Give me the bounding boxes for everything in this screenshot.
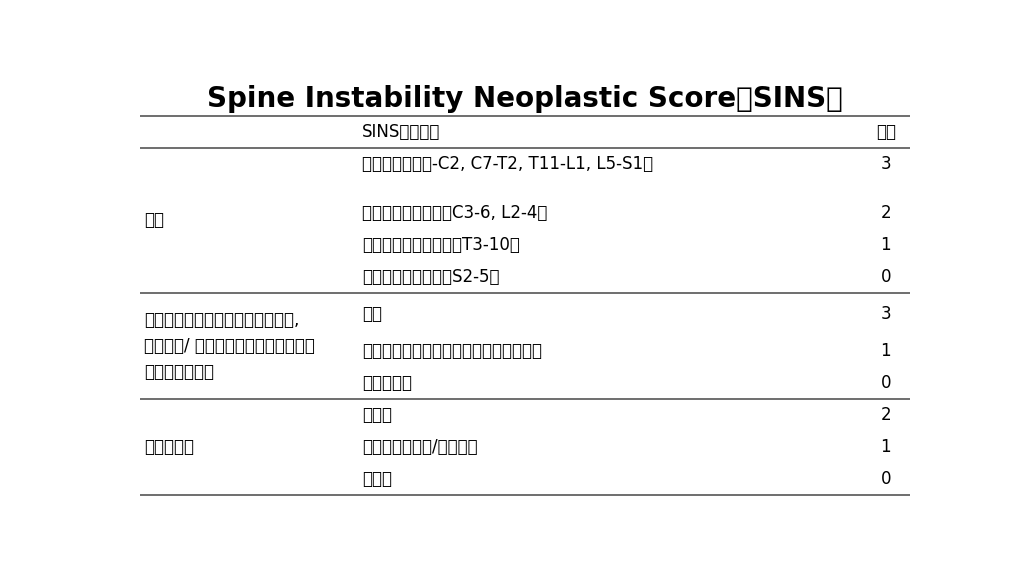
Text: 痛みはない: 痛みはない <box>362 374 412 392</box>
Text: 0: 0 <box>881 470 891 488</box>
Text: 固定性のある脊椎（S2-5）: 固定性のある脊椎（S2-5） <box>362 268 500 286</box>
Text: 接合部（後頭部-C2, C7-T2, T11-L1, L5-S1）: 接合部（後頭部-C2, C7-T2, T11-L1, L5-S1） <box>362 154 653 173</box>
Text: 1: 1 <box>881 236 891 254</box>
Text: 0: 0 <box>881 268 891 286</box>
Text: 可動性のある脊椎（C3-6, L2-4）: 可動性のある脊椎（C3-6, L2-4） <box>362 204 548 222</box>
Text: SINS構成要素: SINS構成要素 <box>362 123 440 141</box>
Text: 0: 0 <box>881 374 891 392</box>
Text: Spine Instability Neoplastic Score（SINS）: Spine Instability Neoplastic Score（SINS） <box>207 85 843 113</box>
Text: 転移タイプ: 転移タイプ <box>143 438 194 456</box>
Text: 溶骨性: 溶骨性 <box>362 406 392 424</box>
Text: 2: 2 <box>881 204 891 222</box>
Text: 3: 3 <box>881 154 891 173</box>
Text: 半固定性のある脊椎（T3-10）: 半固定性のある脊椎（T3-10） <box>362 236 520 254</box>
Text: 1: 1 <box>881 342 891 360</box>
Text: ある: ある <box>362 305 382 323</box>
Text: 造骨性: 造骨性 <box>362 470 392 488</box>
Text: 1: 1 <box>881 438 891 456</box>
Text: 部位: 部位 <box>143 211 164 229</box>
Text: 時折痛むが力学的に生じる痛みではない: 時折痛むが力学的に生じる痛みではない <box>362 342 542 360</box>
Text: 3: 3 <box>881 305 891 323</box>
Text: 点数: 点数 <box>876 123 896 141</box>
Text: 臥床により脊椎の疼痛が軽減する,
あるいは/ かつ、動作や荷重によって
疼痛が出現する: 臥床により脊椎の疼痛が軽減する, あるいは/ かつ、動作や荷重によって 疼痛が出… <box>143 310 314 381</box>
Text: 2: 2 <box>881 406 891 424</box>
Text: 混合性（溶骨性/造骨性）: 混合性（溶骨性/造骨性） <box>362 438 478 456</box>
